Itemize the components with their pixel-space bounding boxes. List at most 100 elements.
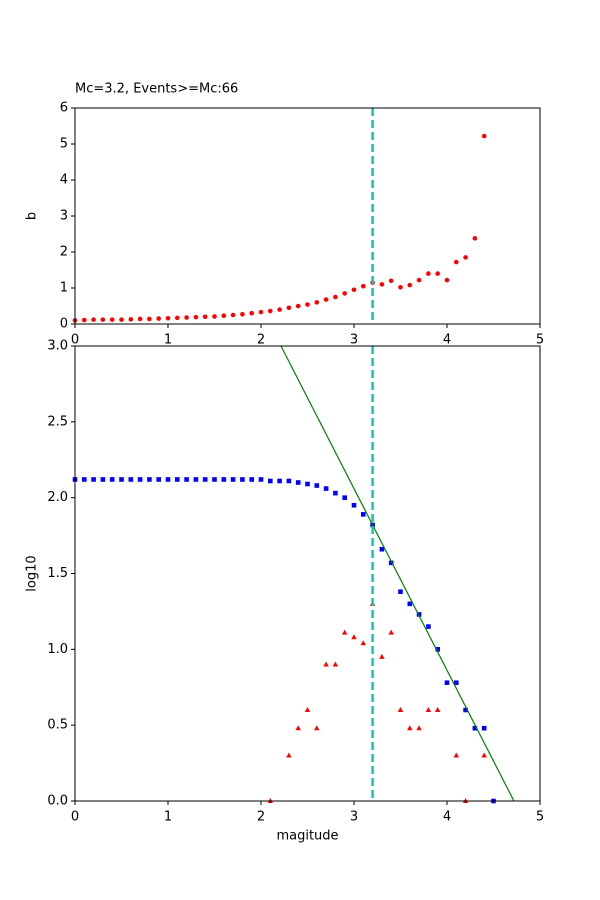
- point: [193, 477, 199, 482]
- y-tick-label: 2: [60, 245, 68, 260]
- point: [175, 477, 180, 482]
- point: [314, 725, 320, 731]
- point: [388, 278, 394, 284]
- x-tick-label: 3: [350, 810, 358, 825]
- point: [193, 314, 199, 320]
- point: [379, 282, 385, 287]
- point: [109, 477, 115, 482]
- y-tick-label: 2.5: [47, 414, 68, 429]
- point: [268, 478, 273, 484]
- point: [100, 477, 106, 482]
- x-axis-label: magitude: [276, 829, 338, 844]
- point: [481, 752, 487, 758]
- point: [481, 133, 487, 139]
- point: [137, 316, 143, 322]
- x-tick-label: 0: [71, 810, 79, 825]
- y-tick-label: 0: [60, 317, 68, 332]
- axes-background: [75, 346, 540, 801]
- point: [407, 282, 413, 288]
- point: [156, 316, 161, 321]
- point: [268, 308, 273, 314]
- y-tick-label: 4: [60, 173, 68, 188]
- point: [147, 316, 152, 322]
- point: [342, 629, 348, 635]
- y-tick-label: 3.0: [47, 339, 68, 354]
- point: [109, 317, 115, 322]
- point: [454, 680, 459, 685]
- point: [286, 478, 292, 484]
- point: [175, 315, 180, 321]
- x-tick-label: 1: [164, 333, 172, 348]
- point: [435, 647, 440, 652]
- point: [82, 317, 87, 323]
- axes-background: [75, 108, 540, 324]
- point: [426, 624, 431, 629]
- chart-title: Mc=3.2, Events>=Mc:66: [75, 82, 238, 97]
- point: [332, 661, 339, 667]
- point: [342, 291, 348, 296]
- point: [407, 601, 413, 607]
- point: [304, 707, 311, 712]
- x-tick-label: 0: [71, 333, 79, 348]
- point: [342, 495, 347, 500]
- point: [351, 634, 357, 640]
- point: [295, 303, 301, 309]
- point: [435, 707, 441, 712]
- point: [184, 477, 189, 482]
- y-axis-label: log10: [25, 555, 40, 591]
- point: [472, 725, 478, 731]
- point: [258, 477, 264, 482]
- point: [100, 317, 106, 322]
- point: [453, 752, 459, 758]
- point: [258, 309, 264, 315]
- point: [351, 502, 357, 508]
- point: [416, 725, 422, 731]
- point: [277, 478, 282, 484]
- point: [212, 314, 217, 319]
- y-tick-label: 6: [60, 101, 68, 116]
- x-tick-label: 2: [257, 810, 265, 825]
- point: [314, 300, 320, 305]
- x-tick-label: 5: [536, 810, 544, 825]
- point: [295, 725, 301, 731]
- point: [277, 307, 282, 312]
- point: [119, 477, 124, 482]
- point: [379, 546, 385, 552]
- point: [156, 477, 161, 482]
- x-tick-label: 1: [164, 810, 172, 825]
- y-tick-label: 1.0: [47, 642, 68, 657]
- y-tick-label: 0.5: [47, 718, 68, 733]
- point: [295, 480, 301, 485]
- y-tick-label: 1: [60, 281, 68, 296]
- point: [361, 283, 366, 289]
- point: [240, 311, 245, 317]
- y-axis-label: b: [25, 212, 40, 220]
- point: [147, 477, 152, 482]
- point: [444, 277, 450, 283]
- point: [398, 589, 403, 594]
- point: [379, 653, 385, 659]
- point: [407, 725, 413, 731]
- x-tick-label: 4: [443, 810, 451, 825]
- point: [323, 486, 329, 491]
- point: [333, 294, 338, 300]
- point: [435, 271, 441, 276]
- point: [128, 477, 134, 482]
- point: [165, 477, 171, 482]
- point: [137, 477, 143, 482]
- point: [481, 725, 487, 731]
- point: [230, 477, 236, 482]
- point: [240, 477, 245, 482]
- x-tick-label: 5: [536, 333, 544, 348]
- point: [165, 315, 171, 321]
- point: [221, 477, 227, 482]
- point: [212, 477, 217, 482]
- point: [119, 317, 124, 322]
- y-tick-label: 3: [60, 209, 68, 224]
- point: [202, 477, 208, 482]
- point: [463, 255, 468, 260]
- point: [397, 707, 404, 712]
- point: [184, 315, 189, 320]
- point: [472, 236, 478, 241]
- x-tick-label: 3: [350, 333, 358, 348]
